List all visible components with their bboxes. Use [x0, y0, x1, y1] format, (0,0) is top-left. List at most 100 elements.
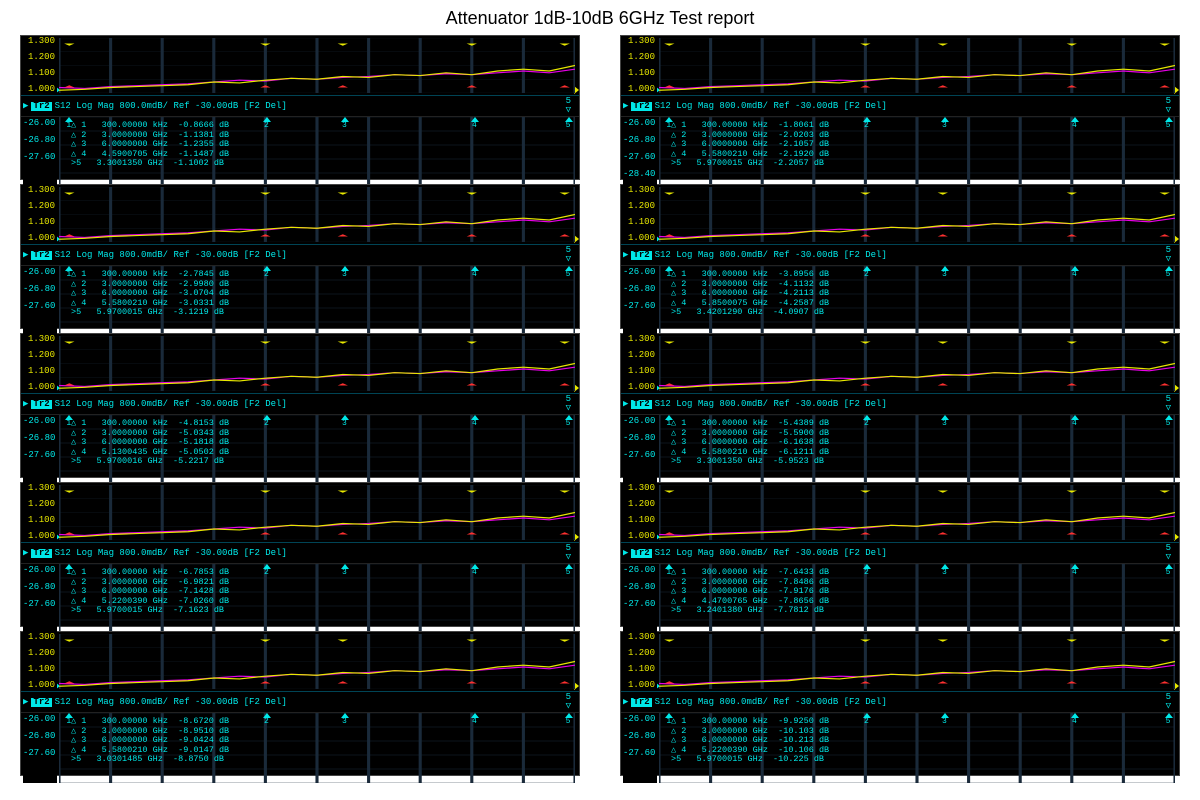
- vswr-chart: [59, 336, 575, 391]
- marker-icon: 4: [471, 266, 479, 271]
- marker-icon: 2: [263, 117, 271, 122]
- vswr-chart: [659, 634, 1175, 689]
- top-y-axis: 1.3001.2001.1001.000: [23, 36, 57, 95]
- marker-icon: 3: [341, 713, 349, 718]
- top-y-axis: 1.3001.2001.1001.000: [23, 185, 57, 244]
- arrow-icon: ▶: [623, 251, 628, 260]
- trace-header: ▶Tr2 S12 Log Mag 800.0mdB/ Ref -30.00dB […: [621, 245, 1179, 266]
- vswr-chart: [59, 187, 575, 242]
- top-y-axis: 1.3001.2001.1001.000: [23, 334, 57, 393]
- marker-icon: 4: [471, 713, 479, 718]
- marker-icon: 2: [863, 415, 871, 420]
- arrow-icon: ▶: [23, 400, 28, 409]
- marker-icon: 3: [341, 266, 349, 271]
- marker-readout: △ 1 300.00000 kHz -7.6433 dB △ 2 3.00000…: [671, 568, 829, 616]
- trace-header: ▶Tr2 S12 Log Mag 800.0mdB/ Ref -30.00dB […: [621, 96, 1179, 117]
- trace-header: ▶Tr2S12 Log Mag 800.0mdB/ Ref -30.00dB […: [621, 394, 1179, 415]
- marker-icon: 4: [1071, 266, 1079, 271]
- top-y-axis: 1.3001.2001.1001.000: [623, 483, 657, 542]
- marker-readout: △ 1 300.00000 kHz -4.8153 dB △ 2 3.00000…: [71, 419, 229, 467]
- bot-y-axis: -26.00-26.80-27.60: [623, 564, 657, 634]
- arrow-icon: ▶: [23, 251, 28, 260]
- trace-badge: Tr2: [631, 698, 651, 707]
- marker-icon: 4: [471, 564, 479, 569]
- vna-panel: 1.3001.2001.1001.000▶Tr2S12 Log Mag 800.…: [20, 482, 580, 627]
- trace-tail: 5▽: [566, 246, 577, 264]
- vna-panel: 1.3001.2001.1001.000 ▶Tr2 S12 Log Mag 800.…: [20, 35, 580, 180]
- trace-info: S12 Log Mag 800.0mdB/ Ref -30.00dB [F2 D…: [655, 102, 887, 111]
- trace-tail: 5▽: [566, 395, 577, 413]
- marker-icon: 3: [341, 564, 349, 569]
- marker-icon: 2: [863, 713, 871, 718]
- marker-icon: 5: [565, 266, 573, 271]
- arrow-icon: ▶: [23, 102, 28, 111]
- marker-icon: 3: [941, 713, 949, 718]
- vna-panel: 1.3001.2001.1001.000▶Tr2S12 Log Mag 800.…: [620, 333, 1180, 478]
- marker-icon: 2: [263, 713, 271, 718]
- marker-icon: 2: [263, 415, 271, 420]
- trace-badge: Tr2: [631, 102, 651, 111]
- trace-header: ▶Tr2S12 Log Mag 800.0mdB/ Ref -30.00dB […: [621, 543, 1179, 564]
- marker-icon: 5: [565, 713, 573, 718]
- bot-y-axis: -26.00-26.80-27.60-28.40: [623, 117, 657, 187]
- trace-badge: Tr2: [631, 400, 651, 409]
- marker-icon: 4: [471, 117, 479, 122]
- trace-tail: 5▽: [566, 693, 577, 711]
- vswr-chart: [59, 634, 575, 689]
- trace-badge: Tr2: [631, 251, 651, 260]
- trace-info: S12 Log Mag 800.0mdB/ Ref -30.00dB [F2 D…: [655, 698, 887, 707]
- bot-y-axis: -26.00-26.80-27.60: [23, 266, 57, 336]
- marker-readout: △ 1 300.00000 kHz -2.7845 dB △ 2 3.00000…: [71, 270, 229, 318]
- arrow-icon: ▶: [623, 698, 628, 707]
- marker-icon: 5: [1165, 415, 1173, 420]
- top-y-axis: 1.3001.2001.1001.000: [23, 483, 57, 542]
- marker-readout: △ 1 300.00000 kHz -6.7853 dB △ 2 3.00000…: [71, 568, 229, 616]
- marker-readout: △ 1 300.00000 kHz -1.8061 dB △ 2 3.00000…: [671, 121, 829, 169]
- trace-info: S12 Log Mag 800.0mdB/ Ref -30.00dB [F2 D…: [55, 102, 287, 111]
- vswr-chart: [659, 187, 1175, 242]
- vna-panel: 1.3001.2001.1001.000▶Tr2S12 Log Mag 800.…: [620, 184, 1180, 329]
- vna-panel: 1.3001.2001.1001.000 ▶Tr2 S12 Log Mag 800.…: [20, 631, 580, 776]
- vswr-chart: [659, 38, 1175, 93]
- trace-info: S12 Log Mag 800.0mdB/ Ref -30.00dB [F2 D…: [55, 549, 287, 558]
- marker-icon: 3: [341, 117, 349, 122]
- arrow-icon: ▶: [623, 102, 628, 111]
- trace-badge: Tr2: [31, 698, 51, 707]
- bot-y-axis: -26.00-26.80-27.60: [623, 266, 657, 336]
- vna-panel: 1.3001.2001.1001.000 ▶Tr2 S12 Log Mag 800.…: [620, 631, 1180, 776]
- marker-readout: △ 1 300.00000 kHz -0.8666 dB △ 2 3.00000…: [71, 121, 229, 169]
- marker-icon: 2: [863, 117, 871, 122]
- trace-tail: 5▽: [566, 97, 577, 115]
- marker-icon: 4: [471, 415, 479, 420]
- marker-icon: 3: [941, 415, 949, 420]
- marker-icon: 5: [1165, 117, 1173, 122]
- marker-icon: 3: [941, 266, 949, 271]
- trace-info: S12 Log Mag 800.0mdB/ Ref -30.00dB [F2 D…: [55, 400, 287, 409]
- trace-header: ▶Tr2 S12 Log Mag 800.0mdB/ Ref -30.00dB […: [21, 692, 579, 713]
- trace-info: S12 Log Mag 800.0mdB/ Ref -30.00dB [F2 D…: [655, 251, 887, 260]
- vna-panel: 1.3001.2001.1001.000▶Tr2S12 Log Mag 800.…: [620, 35, 1180, 180]
- vswr-chart: [659, 485, 1175, 540]
- vna-panel: 1.3001.2001.1001.000▶Tr2S12 Log Mag 800.…: [20, 333, 580, 478]
- bot-y-axis: -26.00-26.80-27.60: [23, 415, 57, 485]
- arrow-icon: ▶: [23, 698, 28, 707]
- trace-header: ▶Tr2S12 Log Mag 800.0mdB/ Ref -30.00dB […: [21, 543, 579, 564]
- panel-grid: 1.3001.2001.1001.000▶Tr2S12 Log Mag 800.…: [0, 35, 1200, 784]
- marker-icon: 4: [1071, 117, 1079, 122]
- marker-readout: △ 1 300.00000 kHz -8.6720 dB △ 2 3.00000…: [71, 717, 229, 765]
- marker-icon: 2: [863, 564, 871, 569]
- trace-info: S12 Log Mag 800.0mdB/ Ref -30.00dB [F2 D…: [55, 698, 287, 707]
- marker-icon: 2: [863, 266, 871, 271]
- top-y-axis: 1.3001.2001.1001.000: [623, 632, 657, 691]
- top-y-axis: 1.3001.2001.1001.000: [23, 632, 57, 691]
- bot-y-axis: -26.00-26.80-27.60: [623, 415, 657, 485]
- arrow-icon: ▶: [623, 549, 628, 558]
- bot-y-axis: -26.00-26.80-27.60: [23, 713, 57, 783]
- arrow-icon: ▶: [623, 400, 628, 409]
- vna-panel: 1.3001.2001.1001.000▶Tr2S12 Log Mag 800.…: [20, 184, 580, 329]
- marker-icon: 5: [565, 564, 573, 569]
- trace-tail: 5▽: [1166, 395, 1177, 413]
- bot-y-axis: -26.00-26.80-27.60: [623, 713, 657, 783]
- vswr-chart: [59, 485, 575, 540]
- trace-badge: Tr2: [31, 102, 51, 111]
